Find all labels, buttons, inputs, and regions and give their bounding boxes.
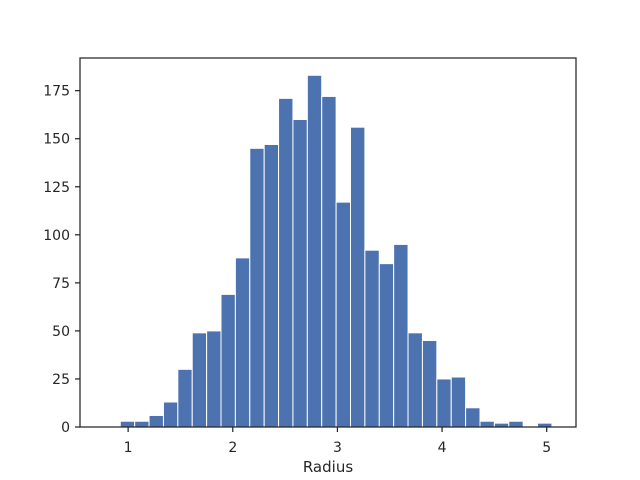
y-tick-label: 0: [61, 420, 70, 436]
x-tick-label: 5: [542, 440, 551, 456]
histogram-bar: [465, 407, 481, 428]
histogram-bar: [162, 401, 179, 428]
y-tick-label: 175: [43, 84, 70, 100]
histogram-bar: [508, 420, 524, 428]
y-tick-label: 25: [52, 372, 70, 388]
y-tick-label: 75: [52, 276, 70, 292]
histogram-bar: [263, 143, 280, 428]
histogram-bar: [407, 332, 423, 428]
plot-frame: [79, 57, 577, 428]
y-axis-ticks: 0 25 50 75 100 125 150 175: [43, 84, 80, 436]
histogram-bar: [206, 330, 222, 428]
bars-group: [119, 74, 553, 428]
histogram-bar: [234, 257, 251, 428]
y-tick-label: 100: [43, 228, 70, 244]
histogram-bar: [220, 293, 236, 428]
histogram-bar: [421, 340, 438, 428]
y-tick-label: 150: [43, 132, 70, 148]
histogram-bar: [191, 332, 208, 428]
histogram-bar: [335, 201, 351, 428]
histogram-bar: [436, 378, 452, 428]
histogram-bar: [134, 420, 150, 428]
histogram-bar: [349, 126, 366, 428]
x-tick-label: 4: [438, 440, 447, 456]
histogram-bar: [177, 368, 193, 428]
histogram-bar: [119, 420, 136, 428]
histogram-bar: [479, 420, 495, 428]
histogram-bar: [249, 147, 265, 428]
histogram-bar: [393, 243, 409, 428]
x-tick-label: 1: [124, 440, 133, 456]
x-axis-ticks: 1 2 3 4 5: [124, 427, 551, 456]
histogram-bar: [364, 249, 380, 428]
x-tick-label: 2: [228, 440, 237, 456]
histogram-bar: [292, 119, 308, 428]
histogram-bar: [278, 97, 294, 428]
histogram-bar: [378, 263, 395, 428]
x-axis-label: Radius: [303, 458, 353, 476]
histogram-bar: [450, 376, 467, 428]
histogram-bar: [148, 414, 164, 428]
histogram-bar: [306, 74, 323, 428]
y-tick-label: 125: [43, 180, 70, 196]
x-tick-label: 3: [333, 440, 342, 456]
histogram-bar: [321, 95, 337, 428]
y-tick-label: 50: [52, 324, 70, 340]
